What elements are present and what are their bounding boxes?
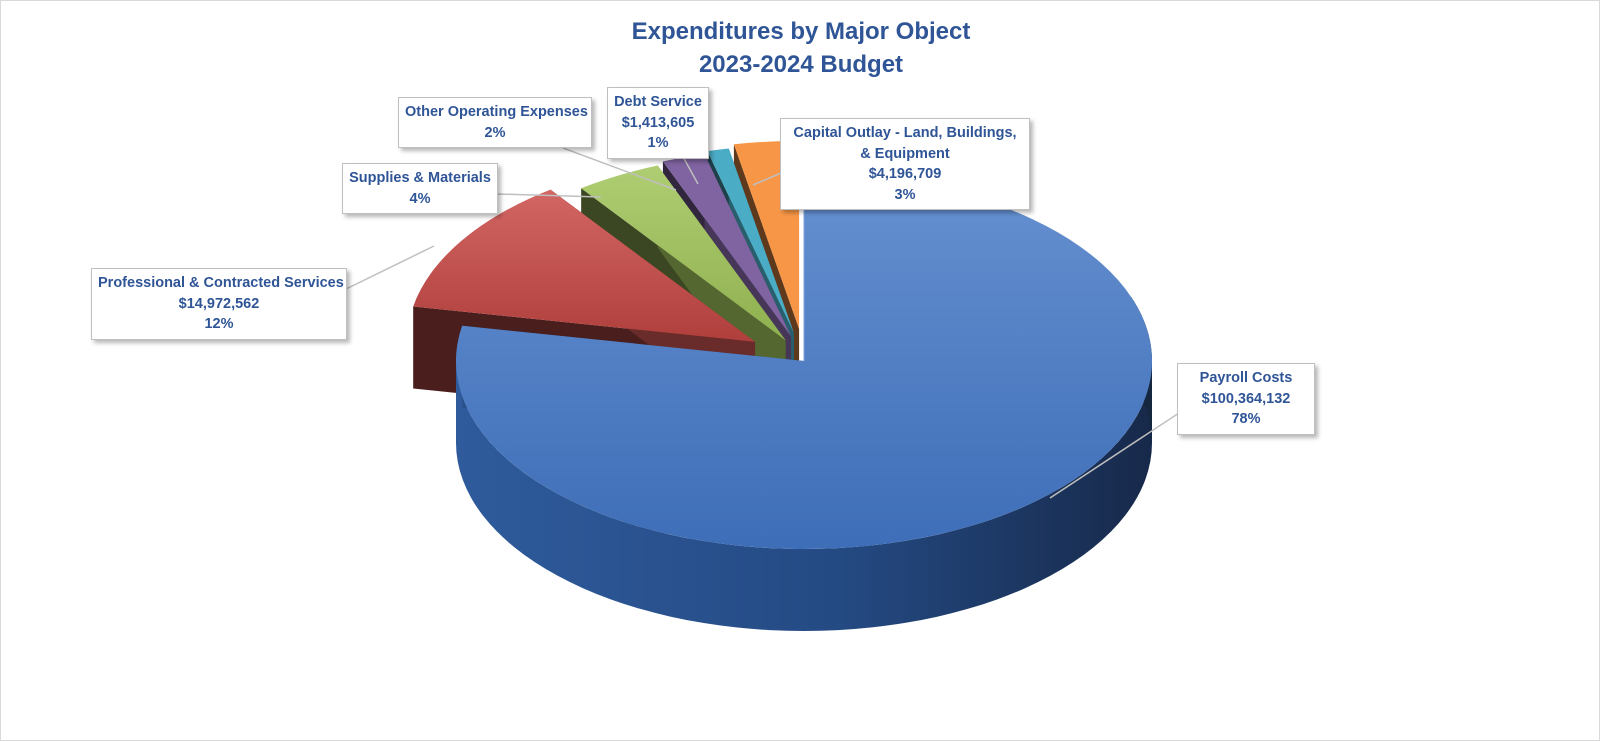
callout-label: Capital Outlay - Land, Buildings, & Equi… (793, 125, 1017, 162)
callout-value: $100,364,132 (1201, 390, 1291, 407)
callout-label: Other Operating Expenses (405, 104, 588, 120)
callout-percent: 12% (204, 316, 234, 332)
leader-supplies-materials (497, 193, 602, 198)
chart-subtitle: 2023-2024 Budget (698, 51, 904, 78)
callout-percent: 4% (409, 190, 431, 207)
leader-professional-contracted-services (345, 245, 435, 290)
chart-title-block: Expenditures by Major Object 2023-2024 B… (1, 15, 1599, 81)
callout-label: Payroll Costs (1199, 370, 1293, 386)
leader-other-operating-expenses (562, 147, 677, 191)
callout-label: Debt Service (614, 94, 702, 110)
callout-supplies-materials: Supplies & Materials 4% (342, 163, 498, 214)
callout-debt-service: Debt Service $1,413,605 1% (607, 87, 709, 159)
callout-percent: 1% (647, 135, 669, 151)
callout-other-operating-expenses: Other Operating Expenses 2% (398, 97, 592, 148)
chart-title: Expenditures by Major Object (631, 18, 971, 45)
leader-capital-outlay (752, 172, 782, 186)
callout-value: $1,413,605 (621, 114, 695, 131)
callout-professional-contracted-services: Professional & Contracted Services $14,9… (91, 268, 347, 340)
callout-percent: 78% (1231, 411, 1261, 427)
callout-percent: 2% (484, 124, 506, 141)
pie-slice (456, 173, 1153, 631)
callout-payroll-costs: Payroll Costs $100,364,132 78% (1177, 363, 1315, 435)
callout-value: $14,972,562 (178, 295, 260, 312)
callout-capital-outlay: Capital Outlay - Land, Buildings, & Equi… (780, 118, 1030, 210)
callout-percent: 3% (894, 186, 916, 203)
callout-value: $4,196,709 (868, 166, 942, 182)
callout-label: Professional & Contracted Services (98, 275, 344, 291)
callout-label: Supplies & Materials (349, 170, 491, 186)
